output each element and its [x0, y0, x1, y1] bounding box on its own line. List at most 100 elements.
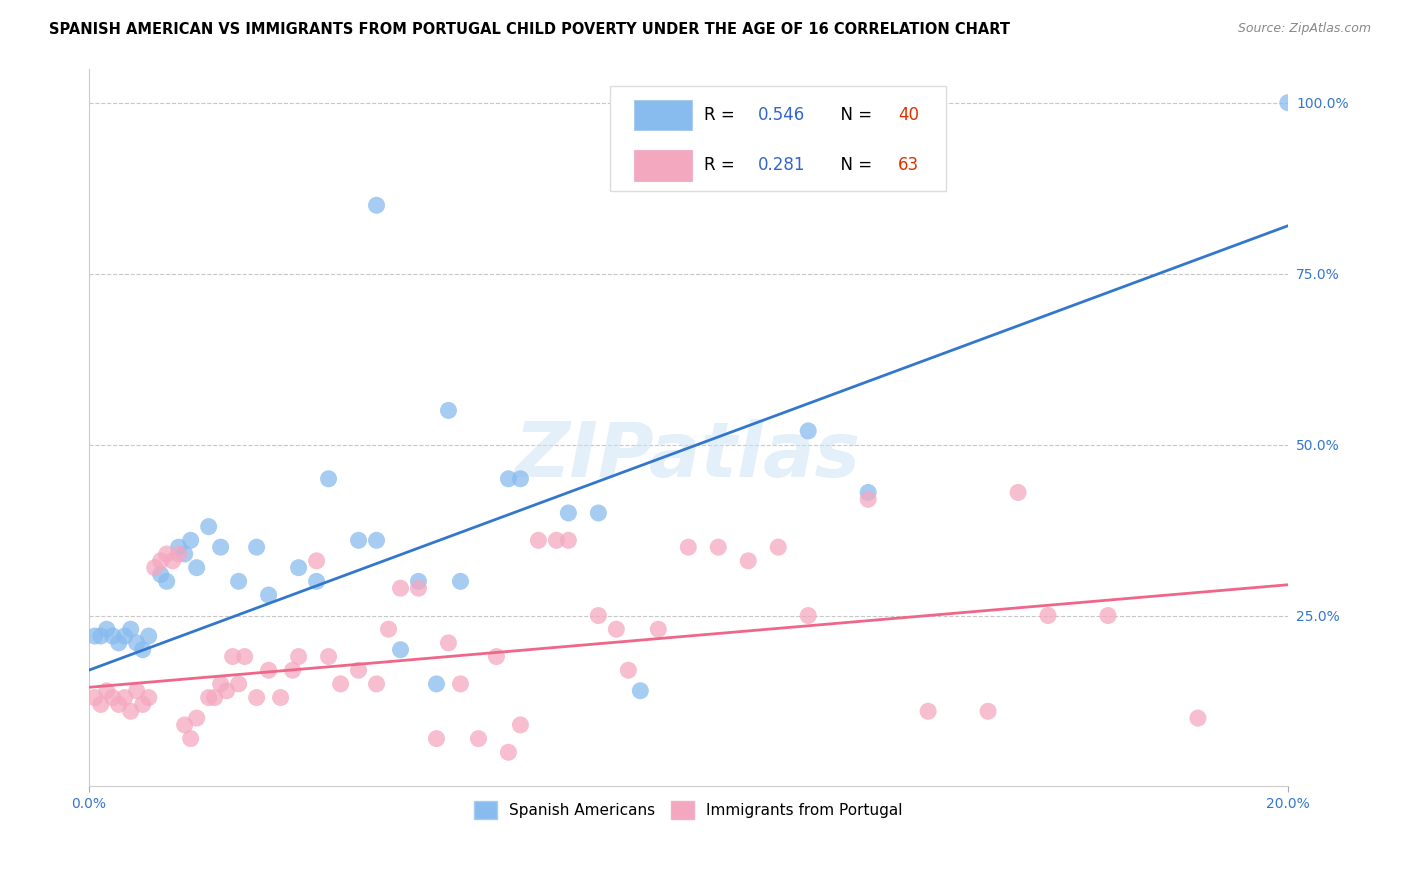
- Point: [628, 683, 651, 698]
- Text: 0.281: 0.281: [758, 156, 806, 175]
- Point: [977, 704, 1000, 718]
- Point: [131, 698, 153, 712]
- Point: [366, 677, 388, 691]
- Point: [96, 622, 118, 636]
- Text: 0.546: 0.546: [758, 106, 806, 124]
- Point: [281, 663, 304, 677]
- Point: [270, 690, 292, 705]
- Point: [186, 560, 208, 574]
- Point: [588, 608, 610, 623]
- Point: [287, 560, 309, 574]
- FancyBboxPatch shape: [634, 100, 692, 130]
- Point: [156, 547, 179, 561]
- Point: [917, 704, 939, 718]
- Point: [329, 677, 352, 691]
- Point: [83, 629, 105, 643]
- Point: [215, 683, 238, 698]
- Point: [605, 622, 627, 636]
- Point: [246, 540, 269, 554]
- Point: [318, 472, 340, 486]
- Point: [221, 649, 243, 664]
- Point: [707, 540, 730, 554]
- Point: [257, 663, 280, 677]
- Point: [197, 519, 219, 533]
- Point: [167, 547, 190, 561]
- Point: [107, 636, 129, 650]
- Text: R =: R =: [704, 156, 740, 175]
- Point: [107, 698, 129, 712]
- Point: [389, 581, 412, 595]
- Point: [588, 506, 610, 520]
- Point: [114, 690, 136, 705]
- Text: SPANISH AMERICAN VS IMMIGRANTS FROM PORTUGAL CHILD POVERTY UNDER THE AGE OF 16 C: SPANISH AMERICAN VS IMMIGRANTS FROM PORT…: [49, 22, 1010, 37]
- Point: [257, 588, 280, 602]
- Point: [287, 649, 309, 664]
- Point: [233, 649, 256, 664]
- Point: [425, 677, 447, 691]
- Point: [131, 642, 153, 657]
- Legend: Spanish Americans, Immigrants from Portugal: Spanish Americans, Immigrants from Portu…: [468, 795, 908, 825]
- Point: [120, 704, 142, 718]
- Point: [228, 574, 250, 589]
- Point: [1277, 95, 1299, 110]
- Point: [425, 731, 447, 746]
- Point: [617, 663, 640, 677]
- Point: [96, 683, 118, 698]
- Point: [138, 690, 160, 705]
- Point: [377, 622, 399, 636]
- Point: [305, 574, 328, 589]
- Point: [408, 574, 430, 589]
- Point: [347, 663, 370, 677]
- Point: [173, 718, 195, 732]
- Point: [204, 690, 226, 705]
- Point: [797, 608, 820, 623]
- Point: [389, 642, 412, 657]
- Point: [856, 485, 879, 500]
- Point: [450, 574, 472, 589]
- FancyBboxPatch shape: [610, 87, 946, 191]
- Point: [156, 574, 179, 589]
- Point: [1097, 608, 1119, 623]
- Point: [83, 690, 105, 705]
- Point: [678, 540, 700, 554]
- Point: [209, 540, 232, 554]
- Point: [467, 731, 489, 746]
- Point: [557, 506, 579, 520]
- Point: [450, 677, 472, 691]
- Point: [408, 581, 430, 595]
- Point: [125, 683, 148, 698]
- Point: [197, 690, 219, 705]
- Text: R =: R =: [704, 106, 740, 124]
- Point: [149, 567, 172, 582]
- Point: [647, 622, 669, 636]
- Point: [114, 629, 136, 643]
- Point: [143, 560, 166, 574]
- Point: [90, 629, 112, 643]
- Point: [1187, 711, 1209, 725]
- Text: N =: N =: [830, 106, 877, 124]
- Point: [246, 690, 269, 705]
- Point: [138, 629, 160, 643]
- Point: [173, 547, 195, 561]
- Point: [856, 492, 879, 507]
- Point: [437, 636, 460, 650]
- Point: [546, 533, 568, 548]
- Point: [125, 636, 148, 650]
- Point: [509, 472, 531, 486]
- Point: [347, 533, 370, 548]
- Point: [509, 718, 531, 732]
- Text: N =: N =: [830, 156, 877, 175]
- Point: [797, 424, 820, 438]
- Point: [498, 745, 520, 759]
- Point: [485, 649, 508, 664]
- Point: [186, 711, 208, 725]
- Point: [305, 554, 328, 568]
- Point: [1036, 608, 1059, 623]
- Point: [557, 533, 579, 548]
- Point: [228, 677, 250, 691]
- Point: [180, 731, 202, 746]
- Point: [768, 540, 790, 554]
- Point: [162, 554, 184, 568]
- Point: [90, 698, 112, 712]
- Point: [149, 554, 172, 568]
